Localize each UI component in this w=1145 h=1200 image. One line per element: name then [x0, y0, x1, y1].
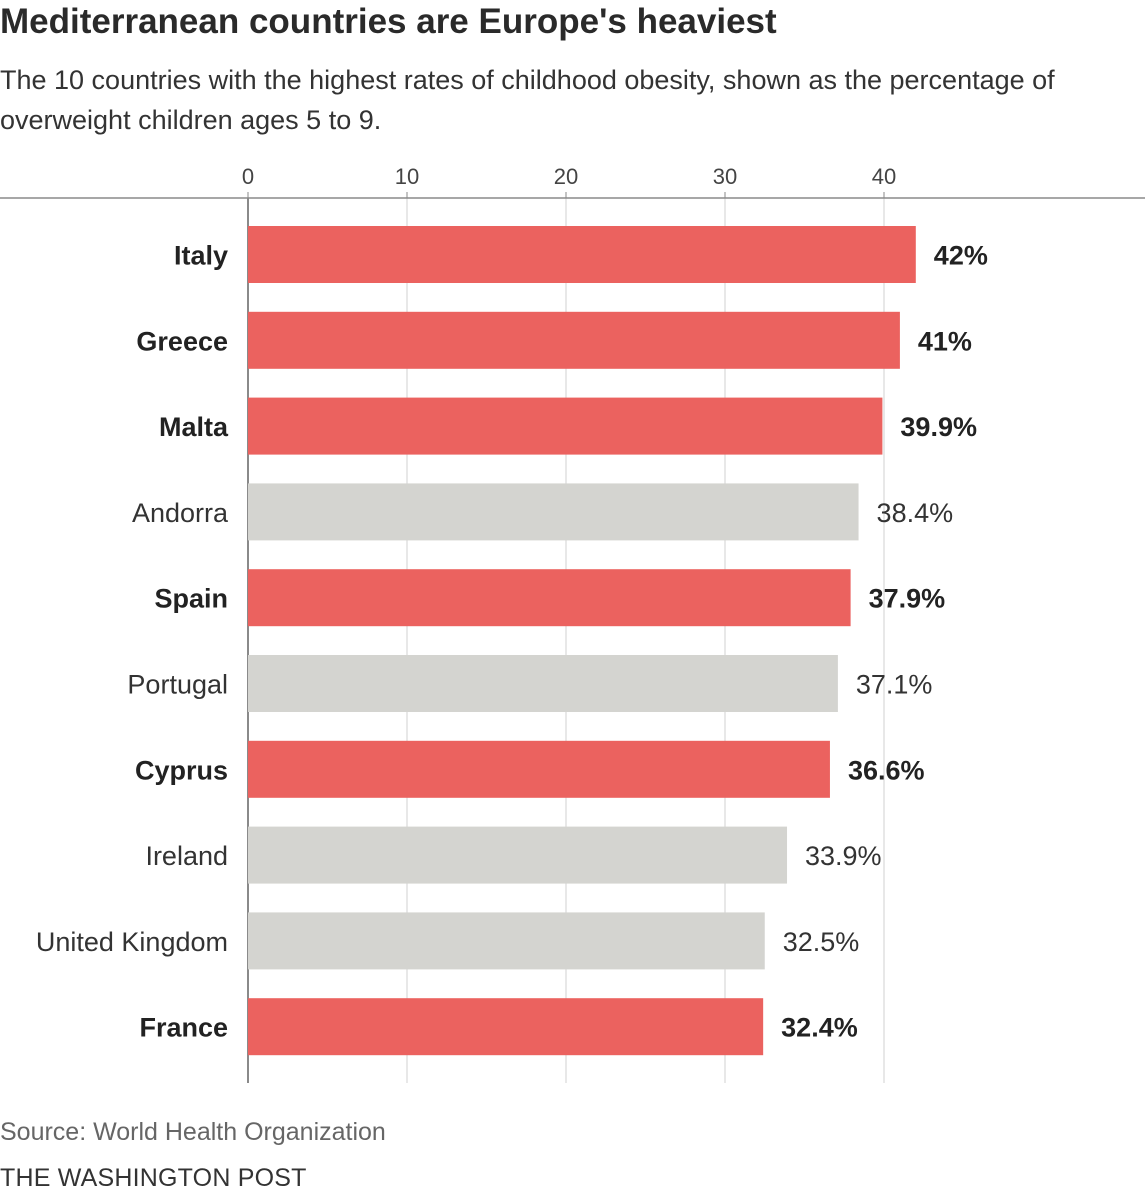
x-tick-label: 40: [872, 164, 896, 189]
value-label: 32.4%: [781, 1013, 858, 1043]
x-tick-label: 20: [554, 164, 578, 189]
bar-italy: [248, 226, 916, 283]
bar-portugal: [248, 655, 838, 712]
chart-title: Mediterranean countries are Europe's hea…: [0, 2, 777, 41]
source-note: Source: World Health Organization: [0, 1118, 386, 1146]
value-label: 37.9%: [869, 584, 946, 614]
category-label: Italy: [174, 241, 228, 271]
value-label: 39.9%: [900, 412, 977, 442]
x-tick-label: 0: [242, 164, 254, 189]
bar-spain: [248, 569, 851, 627]
category-label: Cyprus: [135, 755, 228, 785]
category-label: Andorra: [132, 498, 229, 528]
value-label: 36.6%: [848, 755, 925, 785]
value-label: 38.4%: [877, 498, 954, 528]
value-label: 33.9%: [805, 841, 882, 871]
x-tick-label: 30: [713, 164, 737, 189]
category-label: France: [139, 1013, 228, 1043]
bar-ireland: [248, 826, 788, 884]
bar-cyprus: [248, 740, 830, 798]
x-axis: 0 10 20 30 40: [0, 164, 1145, 199]
value-label: 32.5%: [783, 927, 860, 957]
value-label: 42%: [934, 241, 988, 271]
labels: Italy 42% Greece 41% Malta 39.9% Andorra 38.4% S…: [36, 241, 988, 1043]
category-label: Spain: [154, 584, 228, 614]
bar-chart: 0 10 20 30 40 Italy 42% Greece 41% Malta 39.9% And…: [0, 164, 1145, 1083]
bar-france: [248, 998, 764, 1056]
category-label: Portugal: [127, 670, 228, 700]
category-label: Greece: [136, 326, 228, 356]
bar-malta: [248, 397, 883, 455]
category-label: Malta: [159, 412, 229, 442]
value-label: 41%: [918, 326, 972, 356]
bar-greece: [248, 311, 900, 369]
x-tick-label: 10: [395, 164, 419, 189]
category-label: United Kingdom: [36, 927, 228, 957]
category-label: Ireland: [145, 841, 228, 871]
bar-andorra: [248, 483, 859, 541]
bar-united-kingdom: [248, 912, 765, 970]
chart-subtitle: The 10 countries with the highest rates …: [0, 65, 1055, 135]
publisher-credit: THE WASHINGTON POST: [0, 1164, 307, 1192]
value-label: 37.1%: [856, 670, 933, 700]
bars: [248, 226, 916, 1056]
